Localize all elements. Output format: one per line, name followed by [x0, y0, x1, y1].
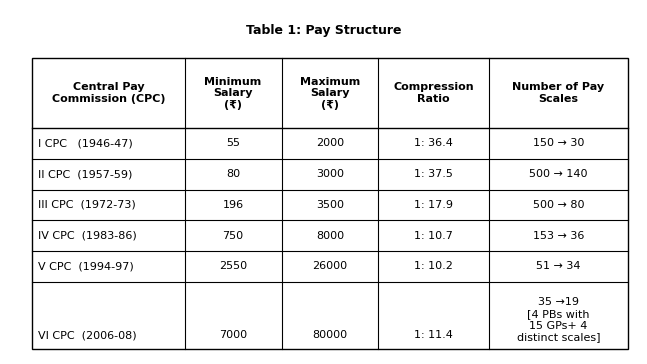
Text: 150 → 30: 150 → 30	[532, 138, 584, 149]
Text: 1: 10.7: 1: 10.7	[414, 231, 454, 241]
Text: VI CPC  (2006-08): VI CPC (2006-08)	[38, 331, 136, 340]
Text: Table 1: Pay Structure: Table 1: Pay Structure	[246, 24, 401, 37]
Text: 196: 196	[223, 200, 244, 210]
Text: Compression
Ratio: Compression Ratio	[393, 82, 474, 104]
Text: IV CPC  (1983-86): IV CPC (1983-86)	[38, 231, 137, 241]
Text: Minimum
Salary
(₹): Minimum Salary (₹)	[204, 76, 261, 110]
Text: 3500: 3500	[316, 200, 344, 210]
Text: 1: 17.9: 1: 17.9	[414, 200, 454, 210]
Text: 1: 10.2: 1: 10.2	[414, 261, 454, 272]
Text: 51 → 34: 51 → 34	[536, 261, 580, 272]
Text: 2000: 2000	[316, 138, 344, 149]
Text: 35 →19
[4 PBs with
15 GPs+ 4
distinct scales]: 35 →19 [4 PBs with 15 GPs+ 4 distinct sc…	[516, 297, 600, 342]
Text: 1: 36.4: 1: 36.4	[414, 138, 454, 149]
Text: 80: 80	[226, 169, 240, 179]
Text: 500 → 80: 500 → 80	[532, 200, 584, 210]
Text: III CPC  (1972-73): III CPC (1972-73)	[38, 200, 135, 210]
Text: 500 → 140: 500 → 140	[529, 169, 587, 179]
Text: V CPC  (1994-97): V CPC (1994-97)	[38, 261, 133, 272]
Text: 1: 37.5: 1: 37.5	[414, 169, 454, 179]
Text: 55: 55	[226, 138, 240, 149]
Text: 26000: 26000	[313, 261, 347, 272]
Text: I CPC   (1946-47): I CPC (1946-47)	[38, 138, 132, 149]
Text: 2550: 2550	[219, 261, 247, 272]
Text: 1: 11.4: 1: 11.4	[414, 331, 454, 340]
Text: 750: 750	[223, 231, 244, 241]
Text: Central Pay
Commission (CPC): Central Pay Commission (CPC)	[52, 82, 165, 104]
Text: II CPC  (1957-59): II CPC (1957-59)	[38, 169, 132, 179]
Text: 80000: 80000	[313, 331, 347, 340]
Text: 3000: 3000	[316, 169, 344, 179]
Text: 153 → 36: 153 → 36	[532, 231, 584, 241]
Text: 7000: 7000	[219, 331, 247, 340]
Text: Maximum
Salary
(₹): Maximum Salary (₹)	[300, 76, 360, 110]
Text: 8000: 8000	[316, 231, 344, 241]
Text: Number of Pay
Scales: Number of Pay Scales	[512, 82, 604, 104]
